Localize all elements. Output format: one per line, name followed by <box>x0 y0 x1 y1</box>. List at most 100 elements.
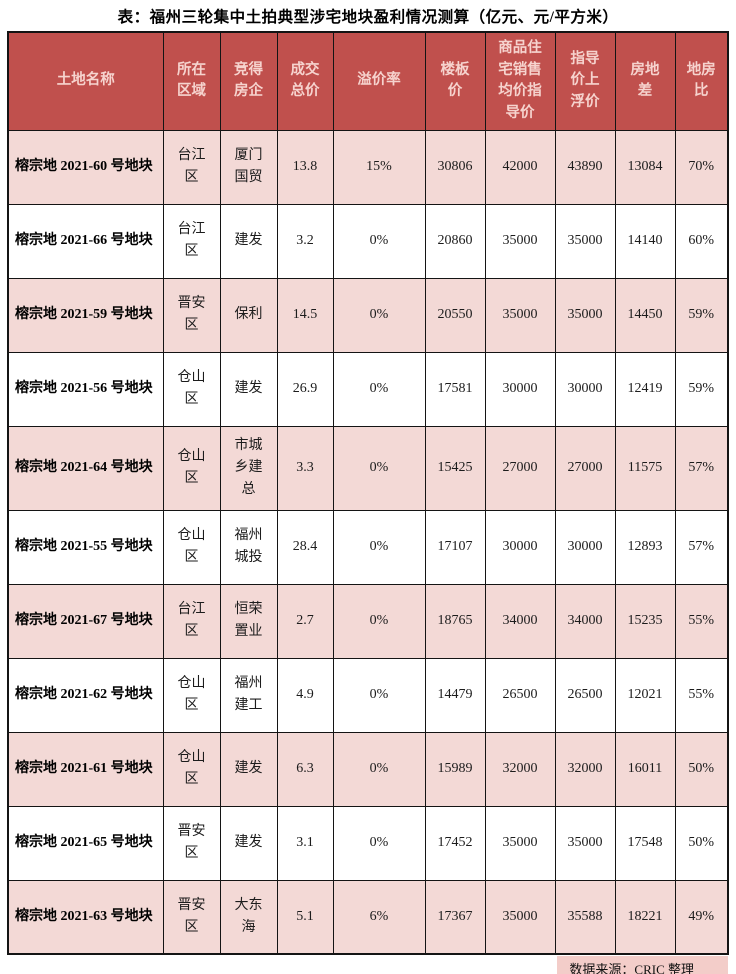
cell-region: 晋安区 <box>162 879 221 955</box>
cell-guide-price: 27000 <box>484 425 556 511</box>
table-row: 榕宗地 2021-60 号地块 台江区 厦门国贸 13.8 15% 30806 42000 4… <box>7 129 729 205</box>
cell-guide-price: 35000 <box>484 203 556 279</box>
cell-guide-price: 26500 <box>484 657 556 733</box>
cell-name: 榕宗地 2021-59 号地块 <box>7 277 164 353</box>
cell-guide-price-up: 30000 <box>554 351 616 427</box>
cell-land-house-diff: 14450 <box>614 277 676 353</box>
cell-land-house-diff: 12021 <box>614 657 676 733</box>
cell-developer: 保利 <box>219 277 278 353</box>
cell-guide-price-up: 43890 <box>554 129 616 205</box>
cell-guide-price: 32000 <box>484 731 556 807</box>
cell-floor-price: 20550 <box>424 277 486 353</box>
cell-land-house-ratio: 49% <box>674 879 729 955</box>
cell-name: 榕宗地 2021-63 号地块 <box>7 879 164 955</box>
cell-total-price: 14.5 <box>276 277 334 353</box>
cell-total-price: 3.3 <box>276 425 334 511</box>
cell-region: 仓山区 <box>162 509 221 585</box>
cell-name: 榕宗地 2021-67 号地块 <box>7 583 164 659</box>
cell-guide-price: 35000 <box>484 805 556 881</box>
cell-premium-rate: 0% <box>332 657 426 733</box>
footer: 数据来源：CRIC 整理 <box>8 956 728 974</box>
cell-floor-price: 17367 <box>424 879 486 955</box>
page-title: 表：福州三轮集中土拍典型涉宅地块盈利情况测算（亿元、元/平方米） <box>117 9 619 26</box>
cell-developer: 福州城投 <box>219 509 278 585</box>
cell-land-house-diff: 11575 <box>614 425 676 511</box>
cell-name: 榕宗地 2021-64 号地块 <box>7 425 164 511</box>
cell-region: 台江区 <box>162 129 221 205</box>
cell-guide-price-up: 30000 <box>554 509 616 585</box>
col-header-region: 所在区域 <box>162 31 221 131</box>
cell-guide-price-up: 34000 <box>554 583 616 659</box>
cell-premium-rate: 0% <box>332 203 426 279</box>
cell-total-price: 26.9 <box>276 351 334 427</box>
cell-floor-price: 20860 <box>424 203 486 279</box>
cell-name: 榕宗地 2021-65 号地块 <box>7 805 164 881</box>
cell-premium-rate: 0% <box>332 425 426 511</box>
cell-developer: 建发 <box>219 731 278 807</box>
cell-region: 仓山区 <box>162 425 221 511</box>
header-row: 土地名称 所在区域 竞得房企 成交总价 溢价率 楼板价 商品住宅销售均价指导价 … <box>7 31 729 131</box>
cell-floor-price: 17107 <box>424 509 486 585</box>
cell-premium-rate: 15% <box>332 129 426 205</box>
cell-premium-rate: 0% <box>332 509 426 585</box>
cell-land-house-ratio: 59% <box>674 351 729 427</box>
cell-name: 榕宗地 2021-60 号地块 <box>7 129 164 205</box>
cell-developer: 大东海 <box>219 879 278 955</box>
cell-developer: 建发 <box>219 203 278 279</box>
cell-premium-rate: 0% <box>332 731 426 807</box>
cell-land-house-ratio: 57% <box>674 509 729 585</box>
col-header-floor-price: 楼板价 <box>424 31 486 131</box>
cell-floor-price: 17581 <box>424 351 486 427</box>
cell-floor-price: 30806 <box>424 129 486 205</box>
cell-land-house-diff: 18221 <box>614 879 676 955</box>
table-row: 榕宗地 2021-61 号地块 仓山区 建发 6.3 0% 15989 32000 32000… <box>7 731 729 807</box>
cell-total-price: 3.2 <box>276 203 334 279</box>
cell-name: 榕宗地 2021-56 号地块 <box>7 351 164 427</box>
table-row: 榕宗地 2021-59 号地块 晋安区 保利 14.5 0% 20550 35000 3500… <box>7 277 729 353</box>
cell-region: 仓山区 <box>162 657 221 733</box>
cell-guide-price: 30000 <box>484 351 556 427</box>
cell-land-house-ratio: 50% <box>674 731 729 807</box>
cell-total-price: 2.7 <box>276 583 334 659</box>
table-row: 榕宗地 2021-65 号地块 晋安区 建发 3.1 0% 17452 35000 35000… <box>7 805 729 881</box>
cell-region: 台江区 <box>162 203 221 279</box>
cell-total-price: 3.1 <box>276 805 334 881</box>
table-row: 榕宗地 2021-62 号地块 仓山区 福州建工 4.9 0% 14479 26500 265… <box>7 657 729 733</box>
cell-floor-price: 15989 <box>424 731 486 807</box>
cell-region: 晋安区 <box>162 805 221 881</box>
cell-guide-price: 42000 <box>484 129 556 205</box>
col-header-total-price: 成交总价 <box>276 31 334 131</box>
cell-developer: 市城乡建总 <box>219 425 278 511</box>
land-profit-table: 土地名称 所在区域 竞得房企 成交总价 溢价率 楼板价 商品住宅销售均价指导价 … <box>7 31 729 955</box>
cell-land-house-ratio: 60% <box>674 203 729 279</box>
cell-total-price: 4.9 <box>276 657 334 733</box>
cell-floor-price: 15425 <box>424 425 486 511</box>
cell-name: 榕宗地 2021-66 号地块 <box>7 203 164 279</box>
cell-name: 榕宗地 2021-55 号地块 <box>7 509 164 585</box>
cell-name: 榕宗地 2021-62 号地块 <box>7 657 164 733</box>
cell-floor-price: 14479 <box>424 657 486 733</box>
col-header-guide-price-up: 指导价上浮价 <box>554 31 616 131</box>
cell-name: 榕宗地 2021-61 号地块 <box>7 731 164 807</box>
cell-premium-rate: 0% <box>332 351 426 427</box>
cell-region: 仓山区 <box>162 731 221 807</box>
cell-region: 晋安区 <box>162 277 221 353</box>
cell-land-house-diff: 12419 <box>614 351 676 427</box>
col-header-land-house-ratio: 地房比 <box>674 31 729 131</box>
data-source-note: 数据来源：CRIC 整理 <box>557 956 728 974</box>
col-header-guide-price: 商品住宅销售均价指导价 <box>484 31 556 131</box>
cell-developer: 建发 <box>219 351 278 427</box>
cell-guide-price: 30000 <box>484 509 556 585</box>
table-row: 榕宗地 2021-55 号地块 仓山区 福州城投 28.4 0% 17107 30000 30… <box>7 509 729 585</box>
cell-land-house-diff: 12893 <box>614 509 676 585</box>
cell-developer: 恒荣置业 <box>219 583 278 659</box>
table-row: 榕宗地 2021-66 号地块 台江区 建发 3.2 0% 20860 35000 35000… <box>7 203 729 279</box>
cell-land-house-diff: 14140 <box>614 203 676 279</box>
col-header-developer: 竞得房企 <box>219 31 278 131</box>
cell-land-house-ratio: 59% <box>674 277 729 353</box>
cell-premium-rate: 0% <box>332 583 426 659</box>
table-body: 榕宗地 2021-60 号地块 台江区 厦门国贸 13.8 15% 30806 42000 4… <box>7 129 729 955</box>
cell-land-house-ratio: 70% <box>674 129 729 205</box>
cell-developer: 福州建工 <box>219 657 278 733</box>
